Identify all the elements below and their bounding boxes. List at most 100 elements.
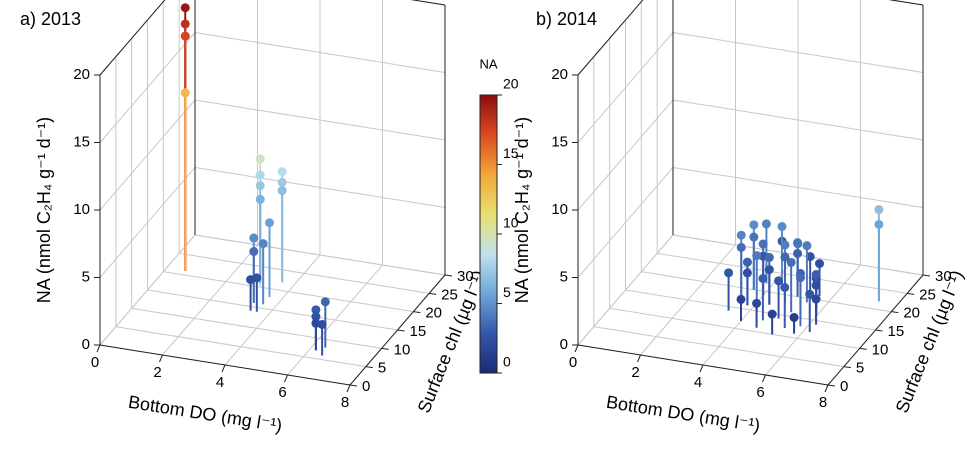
chart-title: b) 2014 [536, 9, 597, 29]
z-axis-title: NA (nmol C₂H₄ g⁻¹ d⁻¹) [34, 117, 54, 303]
point [767, 309, 777, 319]
point [249, 247, 259, 257]
point [255, 194, 265, 204]
tick-mark [159, 354, 163, 363]
tick-mark [637, 354, 641, 363]
tick-mark [859, 347, 867, 350]
box-edge [577, 0, 644, 76]
point [265, 218, 274, 228]
z-tick-label: 20 [73, 66, 90, 83]
point [277, 177, 287, 187]
grid-line [99, 234, 196, 346]
z-axis-title: NA (nmol C₂H₄ g⁻¹ d⁻¹) [512, 117, 532, 303]
grid-line [179, 252, 430, 294]
point [320, 297, 330, 307]
x-tick-label: 0 [569, 354, 577, 371]
tick-mark [762, 374, 766, 383]
tick-mark [365, 366, 373, 369]
tick-mark [843, 366, 851, 369]
grid-line [99, 32, 196, 143]
point [742, 268, 752, 278]
y-tick-label: 0 [362, 378, 370, 395]
z-tick-label: 15 [73, 133, 90, 150]
point [180, 88, 190, 98]
z-tick-label: 0 [560, 336, 568, 353]
point [180, 3, 190, 13]
point [258, 239, 268, 249]
point [758, 239, 768, 249]
tick-mark [574, 344, 579, 353]
colorbar-title: NA [479, 56, 497, 71]
point [874, 219, 884, 229]
x-tick-label: 8 [819, 394, 827, 411]
point [758, 273, 768, 283]
y-tick-label: 20 [903, 305, 920, 322]
point [815, 259, 824, 269]
colorbar-tick-label: 15 [503, 145, 519, 161]
point [277, 167, 287, 177]
grid-line [194, 234, 446, 276]
tick-mark [699, 364, 704, 373]
x-tick-label: 2 [631, 364, 639, 381]
x-axis-title: Bottom DO (mg l⁻¹) [127, 392, 284, 436]
tick-mark [875, 329, 883, 332]
x-tick-label: 6 [756, 384, 764, 401]
tick-mark [907, 292, 915, 295]
grid-line [672, 32, 924, 73]
y-tick-label: 20 [425, 305, 442, 322]
grid-line [99, 167, 196, 278]
point [764, 265, 774, 275]
point [811, 269, 821, 279]
point [255, 154, 265, 164]
colorbar-tick-label: 10 [503, 215, 519, 231]
grid-line [194, 167, 446, 208]
point [742, 257, 752, 267]
tick-mark [444, 274, 453, 277]
colorbar-tick-label: 5 [503, 284, 511, 300]
point [811, 280, 821, 290]
point [180, 31, 190, 41]
grid-line [672, 99, 924, 141]
point [277, 186, 287, 196]
tick-mark [284, 374, 288, 383]
y-tick-label: 30 [457, 268, 474, 285]
grid-line [625, 289, 876, 331]
point [180, 19, 190, 29]
point [780, 240, 790, 250]
point [786, 257, 796, 267]
z-tick-label: 0 [82, 336, 90, 353]
tick-mark [397, 329, 405, 332]
y-tick-label: 15 [888, 323, 905, 340]
point [249, 233, 259, 243]
y-tick-label: 5 [378, 360, 386, 377]
point [764, 252, 774, 262]
tick-mark [413, 311, 421, 314]
point [780, 283, 790, 292]
point [736, 242, 746, 252]
z-tick-label: 20 [551, 66, 568, 83]
point [811, 294, 821, 304]
grid-line [577, 167, 674, 278]
point [802, 241, 812, 251]
point [805, 289, 815, 299]
y-tick-label: 10 [872, 341, 889, 358]
y-tick-label: 25 [919, 286, 936, 303]
y-tick-label: 5 [856, 360, 864, 377]
grid-line [99, 99, 196, 211]
point [255, 170, 265, 180]
colorbar [479, 94, 498, 374]
point [749, 220, 759, 230]
grid-line [194, 99, 446, 141]
z-tick-label: 10 [551, 201, 568, 218]
grid-line [194, 32, 446, 73]
x-tick-label: 8 [341, 394, 349, 411]
grid-line [609, 307, 860, 349]
grid-line [163, 271, 414, 313]
grid-line [147, 289, 398, 331]
tick-mark [827, 384, 836, 387]
point [777, 222, 787, 232]
point [795, 273, 805, 283]
grid-line [641, 271, 892, 313]
point [874, 205, 884, 215]
y-tick-label: 25 [441, 286, 458, 303]
